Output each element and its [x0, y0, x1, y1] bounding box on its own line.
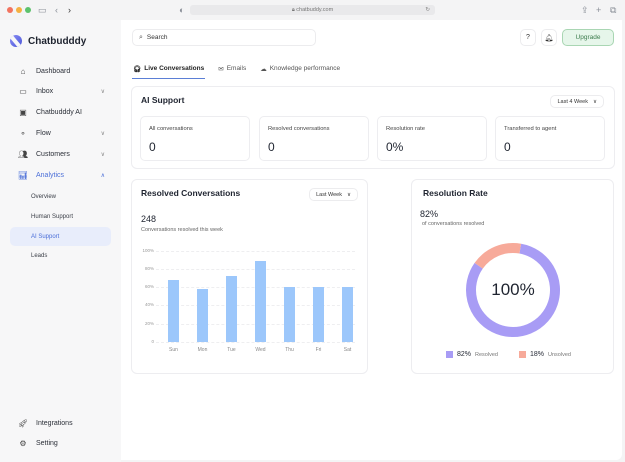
rocket-icon: 🚀︎ [17, 419, 29, 428]
ai-support-card: AI Support Last 4 Week ∨ All conversatio… [131, 86, 615, 169]
tab-live-conversations[interactable]: 🎧︎ Live Conversations [132, 60, 206, 79]
logo-icon [10, 35, 22, 47]
chart-icon: 📊︎ [17, 171, 29, 180]
resolution-rate-value: 82% [420, 209, 439, 219]
bar-thu [284, 287, 295, 342]
resolved-subtitle: Conversations resolved this week [141, 227, 223, 233]
sidebar-item-inbox[interactable]: ▭ Inbox ∨ [10, 82, 111, 101]
help-button[interactable]: ? [520, 29, 536, 46]
resolution-rate-card: Resolution Rate 82% of conversations res… [411, 179, 614, 374]
sidebar-item-analytics[interactable]: 📊︎ Analytics ∧ [17, 171, 105, 180]
card-title: Resolved Conversations [141, 188, 241, 198]
stat-resolution-rate: Resolution rate 0% [377, 116, 487, 161]
chevron-down-icon: ∨ [100, 131, 105, 137]
address-bar[interactable]: 🔒︎ chatbuddy.com ↻ [190, 5, 435, 15]
card-title: Resolution Rate [423, 188, 488, 198]
bell-icon: 🔔︎ [544, 34, 554, 42]
back-icon[interactable]: ‹ [55, 5, 58, 15]
legend-swatch [519, 351, 526, 358]
bar-sun [168, 280, 179, 342]
main-panel: ⌕ Search ? 🔔︎ Upgrade 🎧︎ Live Conversati… [121, 20, 622, 460]
bot-icon: ▣ [19, 108, 27, 117]
sidebar-item-dashboard[interactable]: ⌂ Dashboard [10, 62, 111, 81]
reload-icon[interactable]: ↻ [425, 7, 430, 13]
stat-resolved-conversations: Resolved conversations 0 [259, 116, 369, 161]
sidebar: Chatbudddy ⌂ Dashboard ▭ Inbox ∨ ▣ Chatb… [0, 20, 121, 462]
new-tab-icon[interactable]: + [596, 5, 602, 15]
cloud-icon: ☁ [260, 65, 267, 73]
home-icon: ⌂ [20, 67, 26, 76]
sidebar-subitem-leads[interactable]: Leads [31, 252, 48, 259]
chevron-down-icon: ∨ [592, 98, 597, 105]
chevron-down-icon: ∨ [346, 191, 351, 198]
close-window-button[interactable] [7, 7, 13, 13]
app-name: Chatbudddy [28, 35, 87, 47]
notifications-button[interactable]: 🔔︎ [541, 29, 557, 46]
bar-wed [255, 261, 266, 342]
donut-slice-resolved [466, 243, 560, 337]
upgrade-button[interactable]: Upgrade [562, 29, 614, 46]
chevron-up-icon: ∧ [100, 173, 105, 179]
tab-knowledge-performance[interactable]: ☁ Knowledge performance [260, 65, 341, 73]
sidebar-item-flow[interactable]: ⚬ Flow ∨ [10, 124, 111, 143]
sidebar-subitem-human-support[interactable]: Human Support [31, 213, 74, 220]
tab-emails[interactable]: ✉ Emails [218, 65, 247, 73]
headset-icon: 🎧︎ [133, 65, 142, 73]
sidebar-subitem-ai-support[interactable]: AI Support [10, 227, 111, 246]
app-logo[interactable]: Chatbudddy [10, 35, 86, 47]
x-label: Sun [169, 347, 178, 353]
period-dropdown[interactable]: Last 4 Week ∨ [550, 95, 604, 108]
chevron-down-icon: ∨ [100, 152, 105, 158]
card-title: AI Support [141, 95, 185, 105]
tab-bar: 🎧︎ Live Conversations ✉ Emails ☁ Knowled… [132, 60, 341, 79]
resolution-rate-subtitle: of conversations resolved [422, 221, 485, 227]
bar-mon [197, 289, 208, 342]
bar-tue [226, 276, 237, 342]
sidebar-item-integrations[interactable]: 🚀︎ Integrations [17, 419, 73, 428]
sidebar-item-setting[interactable]: ⚙ Setting [10, 434, 111, 453]
flow-icon: ⚬ [19, 129, 27, 138]
sidebar-item-chatbudddy-ai[interactable]: ▣ Chatbudddy AI [10, 103, 111, 122]
lock-icon: 🔒︎ [291, 7, 295, 13]
donut-chart: 100% [465, 242, 561, 338]
x-label: Wed [255, 347, 266, 353]
x-label: Fri [315, 347, 322, 353]
inbox-icon: ▭ [19, 87, 27, 96]
maximize-window-button[interactable] [25, 7, 31, 13]
x-label: Thu [285, 347, 294, 353]
x-label: Tue [227, 347, 236, 353]
browser-titlebar: ▭ ‹ › ◐ 🔒︎ chatbuddy.com ↻ ⇪ + ⧉ [0, 0, 625, 20]
sidebar-subitem-overview[interactable]: Overview [31, 193, 57, 200]
mail-icon: ✉ [218, 65, 224, 73]
donut-slice-unsolved [474, 243, 522, 269]
forward-icon[interactable]: › [68, 5, 71, 15]
sidebar-toggle-icon[interactable]: ▭ [38, 5, 47, 15]
tabs-overview-icon[interactable]: ⧉ [610, 5, 617, 15]
resolved-conversations-card: Resolved Conversations Last Week ∨ 248 C… [131, 179, 368, 374]
x-label: Mon [197, 347, 208, 353]
share-icon[interactable]: ⇪ [581, 5, 589, 15]
users-icon: 👥︎ [17, 150, 29, 159]
donut-center-label: 100% [491, 280, 535, 299]
search-icon: ⌕ [139, 33, 143, 41]
x-label: Sat [343, 347, 352, 353]
bar-fri [313, 287, 324, 342]
legend-swatch [446, 351, 453, 358]
shield-icon[interactable]: ◐ [179, 5, 185, 15]
stat-transferred-to-agent: Transferred to agent 0 [495, 116, 605, 161]
legend-unsolved: 18% Unsolved [519, 351, 571, 358]
resolved-count: 248 [141, 214, 157, 224]
bar-sat [342, 287, 353, 342]
legend-resolved: 82% Resolved [446, 351, 498, 358]
period-dropdown[interactable]: Last Week ∨ [309, 188, 358, 201]
chevron-down-icon: ∨ [100, 89, 105, 95]
minimize-window-button[interactable] [16, 7, 22, 13]
stat-all-conversations: All conversations 0 [140, 116, 250, 161]
sidebar-item-customers[interactable]: 👥︎ Customers ∨ [17, 150, 105, 159]
help-icon: ? [526, 34, 530, 41]
gear-icon: ⚙ [19, 439, 27, 448]
search-input[interactable]: ⌕ Search [132, 29, 316, 46]
